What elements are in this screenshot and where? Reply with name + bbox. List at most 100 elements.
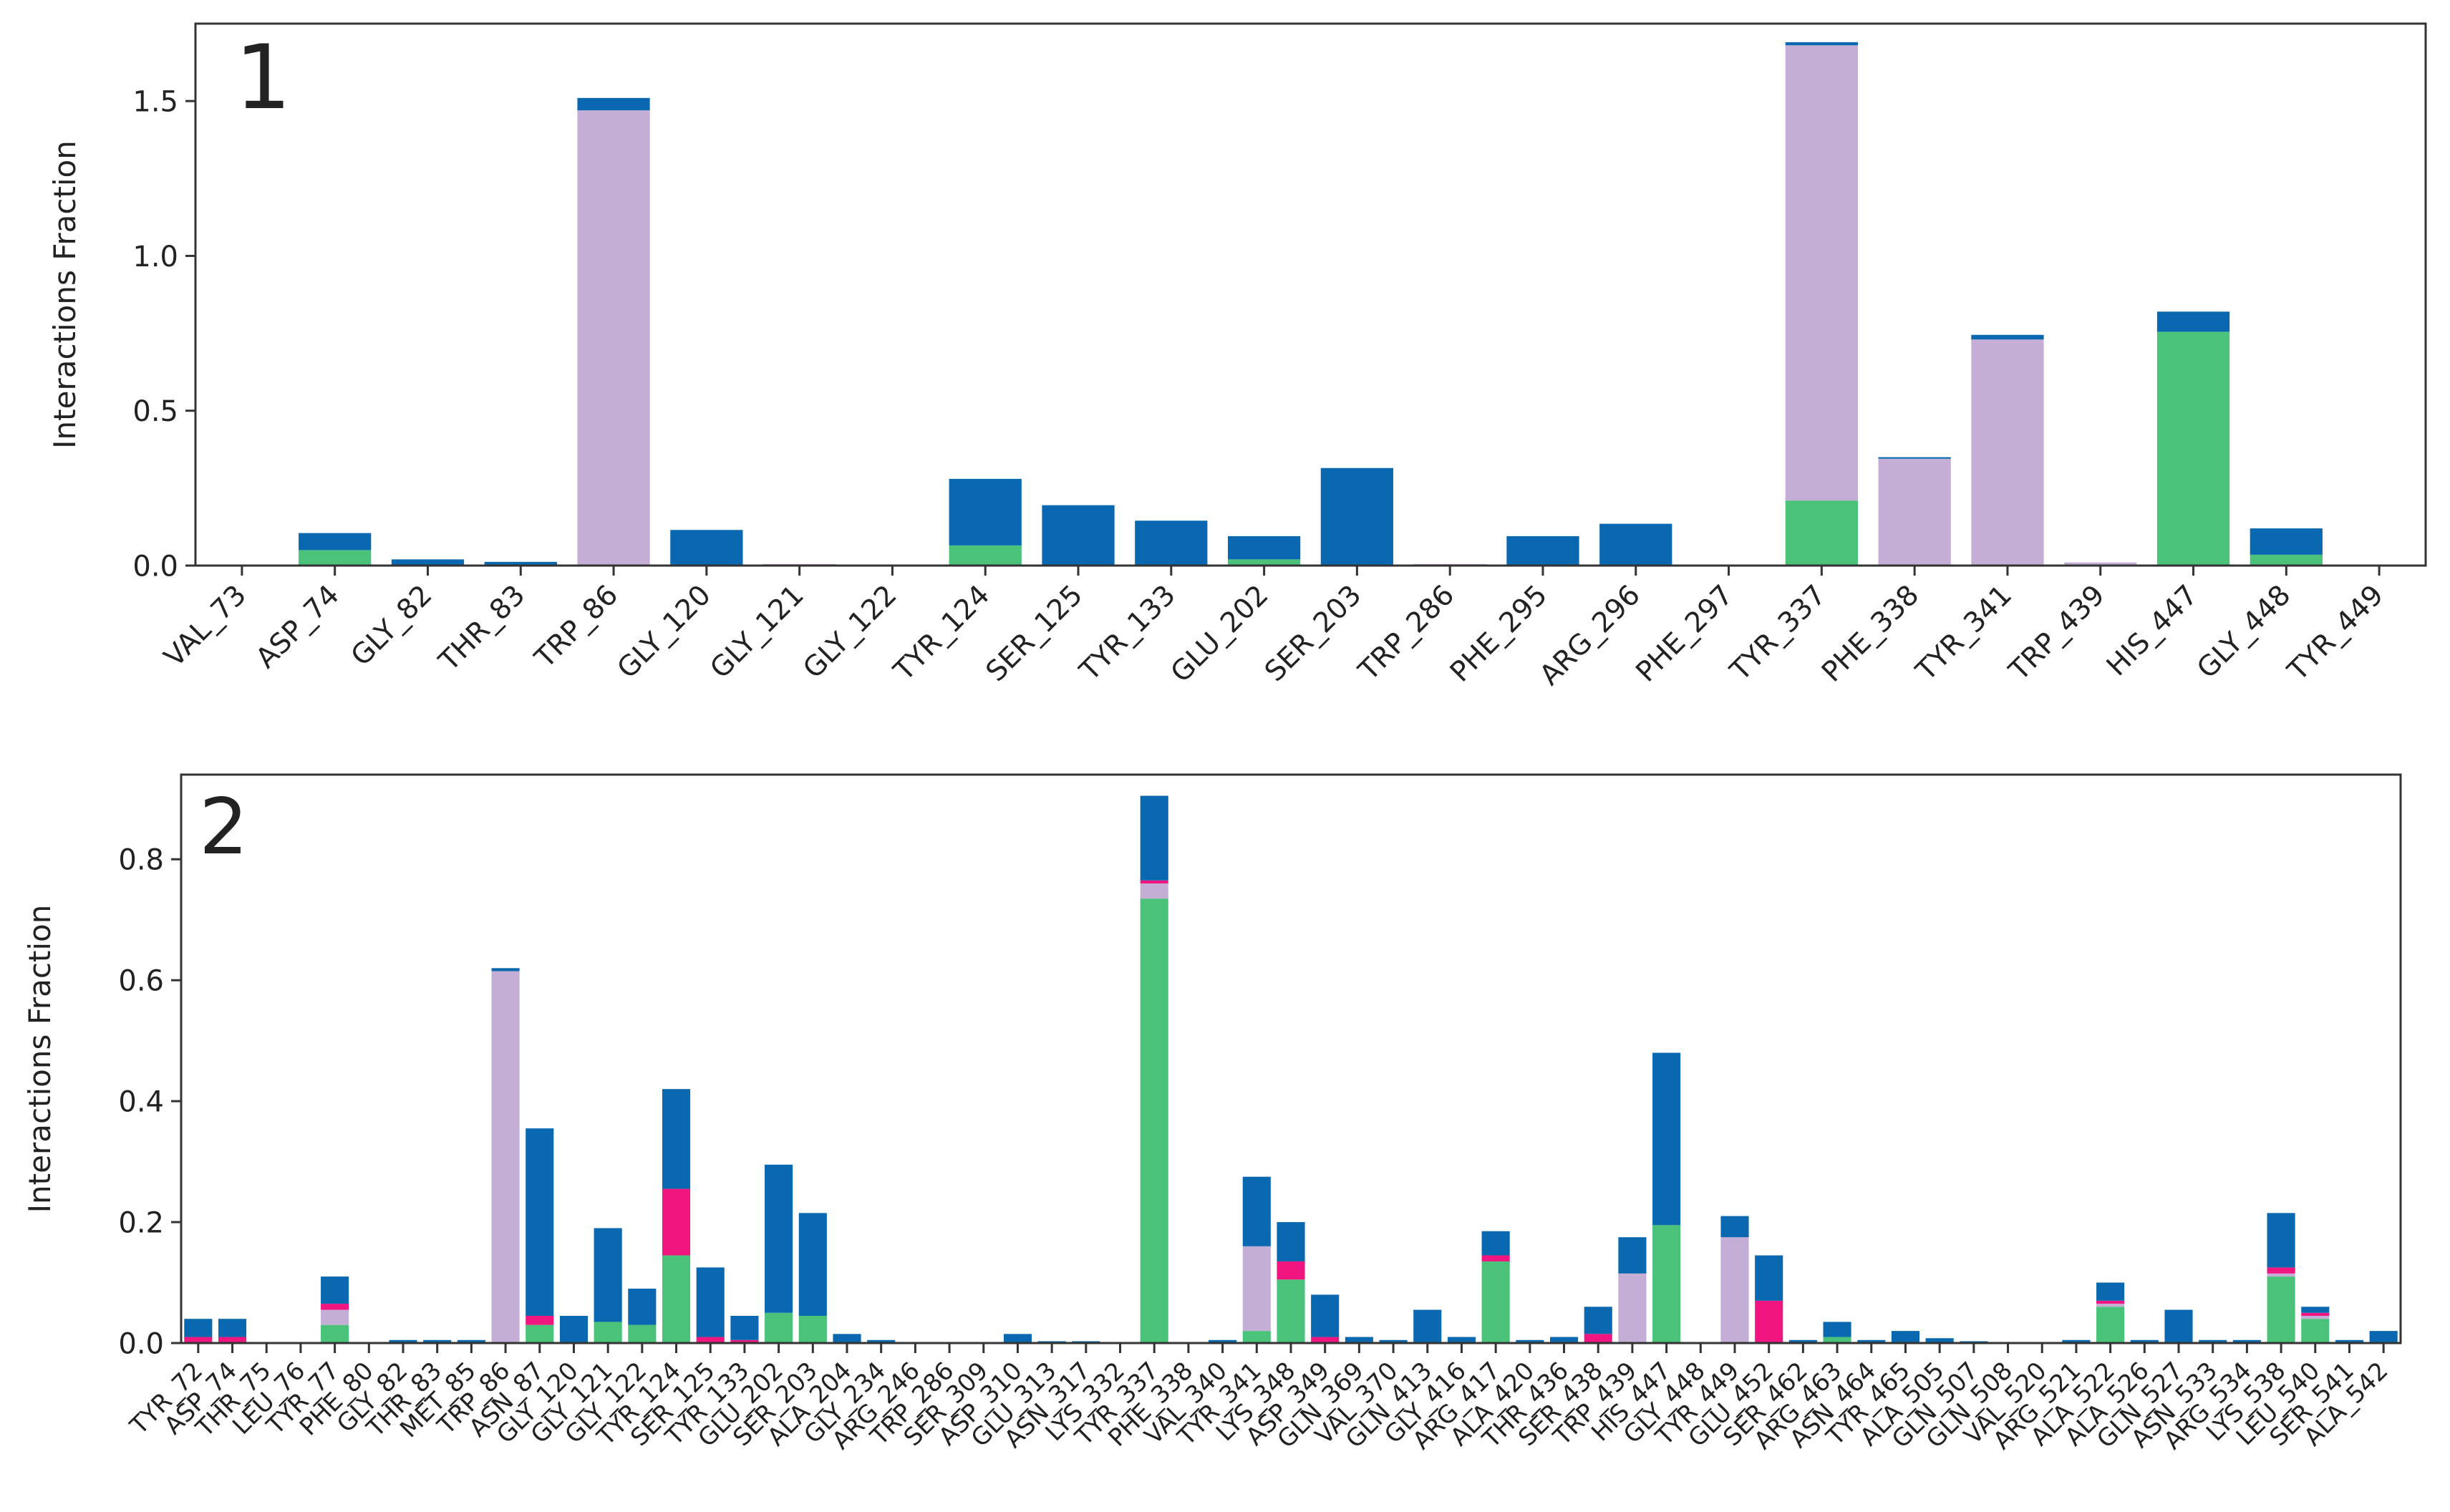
bar-TRP_439-hydrophobic xyxy=(1618,1273,1647,1343)
y-tick-label: 0.6 xyxy=(118,965,164,998)
axes-frame xyxy=(194,22,2427,567)
bar-LYS_538-h_bonds xyxy=(2267,1276,2295,1343)
bar-TRP_439-hydrophobic xyxy=(2064,562,2137,566)
bar-ASP_349-water_bridges xyxy=(1311,1294,1340,1337)
bar-TYR_449-hydrophobic xyxy=(1720,1237,1749,1343)
y-tick-label: 1.0 xyxy=(132,241,178,273)
y-tick-label: 0.0 xyxy=(118,1327,164,1360)
y-tick-label: 1.5 xyxy=(132,86,178,119)
bar-LEU_540-ionic xyxy=(2301,1312,2330,1316)
bar-TYR_124-water_bridges xyxy=(949,478,1022,546)
x-tick-label: TYR_341 xyxy=(1909,579,2018,688)
bar-LYS_538-ionic xyxy=(2267,1267,2295,1274)
bar-ALA_522-h_bonds xyxy=(2096,1307,2125,1343)
bar-TYR_337-h_bonds xyxy=(1140,898,1168,1343)
bar-GLN_369-water_bridges xyxy=(1345,1337,1373,1343)
bar-ASP_310-water_bridges xyxy=(1003,1334,1032,1343)
x-tick-label: TRP_439 xyxy=(2003,579,2111,688)
bar-ARG_534-water_bridges xyxy=(2232,1339,2261,1343)
bar-SER_125-water_bridges xyxy=(1042,505,1115,566)
bar-TYR_124-h_bonds xyxy=(662,1255,691,1343)
x-tick-label: TYR_133 xyxy=(1073,579,1182,688)
bar-SER_438-water_bridges xyxy=(1584,1307,1612,1334)
x-tick-label: THR_83 xyxy=(432,579,531,678)
bar-ALA_522-water_bridges xyxy=(2096,1282,2125,1301)
bar-GLY_120-water_bridges xyxy=(670,530,743,566)
x-tick-label: GLU_202 xyxy=(1165,579,1275,689)
bar-TYR_465-water_bridges xyxy=(1891,1331,1920,1343)
bar-ALA_526-water_bridges xyxy=(2130,1339,2159,1343)
bar-GLY_82-water_bridges xyxy=(389,1339,417,1343)
bar-TYR_341-water_bridges xyxy=(1971,334,2044,340)
bar-TYR_337-water_bridges xyxy=(1140,795,1168,881)
bar-THR_436-water_bridges xyxy=(1549,1337,1579,1343)
bar-TYR_77-water_bridges xyxy=(321,1276,349,1304)
x-tick-label: PHE_297 xyxy=(1630,579,1740,689)
bar-GLY_82-water_bridges xyxy=(391,559,465,566)
bar-LEU_540-hydrophobic xyxy=(2301,1315,2330,1319)
x-tick-label: TRP_286 xyxy=(1352,579,1461,688)
bar-MET_85-water_bridges xyxy=(457,1339,485,1343)
x-tick-label: SER_203 xyxy=(1259,579,1367,688)
bar-TYR_77-hydrophobic xyxy=(321,1309,349,1325)
bar-SER_541-water_bridges xyxy=(2335,1339,2364,1343)
bar-ARG_417-ionic xyxy=(1481,1255,1510,1261)
bar-ALA_505-water_bridges xyxy=(1925,1338,1954,1343)
bar-GLN_527-water_bridges xyxy=(2164,1309,2193,1343)
bar-GLY_448-h_bonds xyxy=(2250,554,2323,566)
bar-LYS_538-hydrophobic xyxy=(2267,1273,2295,1277)
bar-TYR_337-hydrophobic xyxy=(1140,883,1168,899)
x-tick-label: GLY_120 xyxy=(611,579,717,685)
bar-TYR_77-h_bonds xyxy=(321,1324,349,1343)
bar-SER_125-water_bridges xyxy=(696,1267,725,1337)
x-tick-label: TYR_124 xyxy=(887,579,996,688)
y-tick-label: 0.5 xyxy=(132,395,178,428)
bar-TRP_86-water_bridges xyxy=(577,97,650,111)
x-tick-label: HIS_447 xyxy=(2101,579,2204,683)
x-tick-label: ASP_74 xyxy=(250,579,346,675)
bar-LYS_538-water_bridges xyxy=(2267,1213,2295,1268)
x-tick-label: VAL_73 xyxy=(158,579,253,674)
y-tick-label: 0.8 xyxy=(118,844,164,877)
bar-ASP_74-ionic xyxy=(218,1337,247,1343)
bar-HIS_447-h_bonds xyxy=(2156,331,2230,566)
bar-TYR_133-ionic xyxy=(730,1339,759,1343)
bar-THR_83-water_bridges xyxy=(484,561,557,566)
bar-TYR_449-water_bridges xyxy=(1720,1216,1749,1238)
bar-ASN_464-water_bridges xyxy=(1857,1339,1886,1343)
bar-ARG_417-h_bonds xyxy=(1481,1261,1510,1343)
x-tick-label: GLY_82 xyxy=(345,579,439,673)
bar-THR_83-water_bridges xyxy=(423,1339,452,1343)
bar-TYR_337-ionic xyxy=(1140,880,1168,884)
bar-GLU_202-water_bridges xyxy=(765,1164,793,1313)
bar-TYR_72-ionic xyxy=(184,1337,213,1343)
y-axis-label: Interactions Fraction xyxy=(47,140,82,449)
bar-SER_203-h_bonds xyxy=(798,1315,827,1343)
bar-VAL_370-water_bridges xyxy=(1379,1339,1408,1343)
bar-TYR_133-water_bridges xyxy=(730,1315,759,1340)
bar-HIS_447-h_bonds xyxy=(1652,1225,1681,1343)
x-tick-label: PHE_338 xyxy=(1816,579,1925,689)
bar-GLY_121-h_bonds xyxy=(594,1322,622,1343)
bar-TYR_124-water_bridges xyxy=(662,1089,691,1189)
bar-ASP_74-h_bonds xyxy=(299,550,372,566)
bar-LYS_348-h_bonds xyxy=(1277,1279,1305,1343)
bar-VAL_340-water_bridges xyxy=(1209,1339,1237,1343)
x-tick-label: GLY_121 xyxy=(705,579,810,685)
bar-GLN_413-water_bridges xyxy=(1413,1309,1442,1343)
bar-PHE_295-water_bridges xyxy=(1506,536,1579,566)
bar-GLY_122-water_bridges xyxy=(628,1288,657,1325)
bar-GLU_202-h_bonds xyxy=(765,1312,793,1343)
bar-SER_125-ionic xyxy=(696,1337,725,1343)
bar-ARG_521-water_bridges xyxy=(2062,1339,2091,1343)
panel-2: 0.00.20.40.60.8TYR_72ASP_74THR_75LEU_76T… xyxy=(22,773,2402,1455)
bar-TYR_341-water_bridges xyxy=(1242,1176,1271,1246)
bar-TYR_337-h_bonds xyxy=(1785,500,1858,566)
bar-SER_462-water_bridges xyxy=(1788,1339,1817,1343)
x-tick-label: ARG_296 xyxy=(1534,579,1647,692)
panel-number: 2 xyxy=(199,782,248,872)
bar-TYR_337-hydrophobic xyxy=(1785,45,1858,501)
bars xyxy=(184,795,2398,1343)
